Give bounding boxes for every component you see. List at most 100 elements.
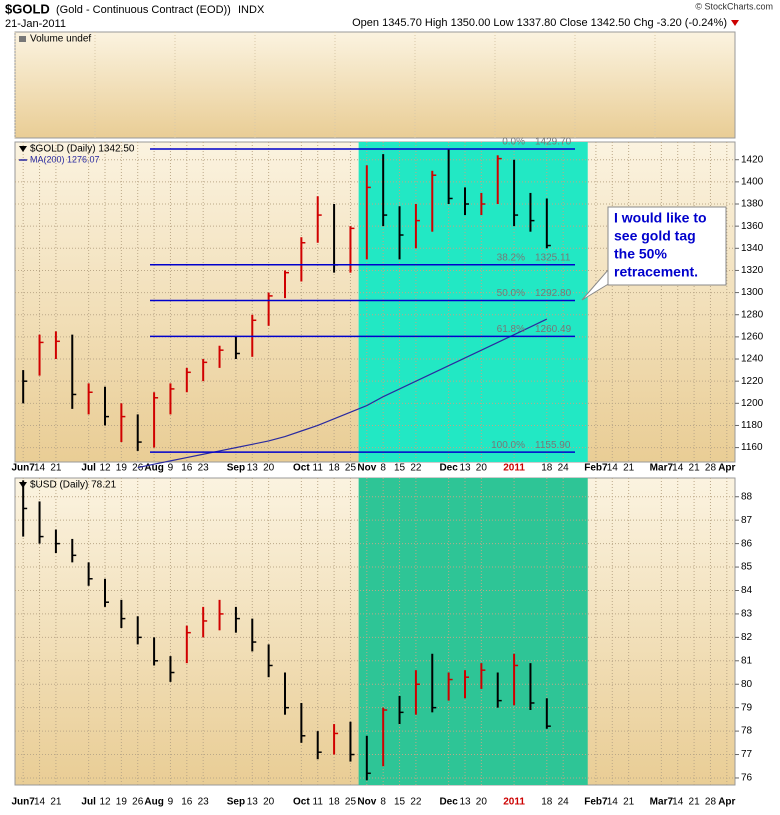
legend-icon: [19, 36, 26, 42]
x-tick-label: 21: [50, 797, 62, 808]
volume-label: Volume undef: [30, 34, 91, 45]
x-tick-label: 19: [116, 463, 128, 474]
y-tick-label: 85: [741, 562, 753, 573]
y-tick-label: 1160: [741, 442, 763, 453]
fib-value: 1155.90: [535, 440, 571, 451]
x-tick-label: Aug: [144, 797, 163, 808]
x-tick-label: 2011: [503, 797, 525, 808]
exchange: INDX: [238, 4, 265, 16]
x-tick-label: 13: [459, 797, 471, 808]
fib-value: 1292.80: [535, 288, 572, 299]
highlight-region: [358, 478, 588, 785]
x-tick-label: 8: [380, 797, 386, 808]
x-tick-label: 8: [380, 463, 386, 474]
x-tick-label: 23: [198, 797, 210, 808]
x-tick-label: 13: [459, 463, 471, 474]
x-tick-label: Jun7: [12, 463, 36, 474]
y-tick-label: 1240: [741, 354, 764, 365]
x-tick-label: 25: [345, 463, 357, 474]
moving-average-line: [137, 318, 548, 469]
x-tick-label: Nov: [357, 463, 376, 474]
y-tick-label: 78: [741, 726, 753, 737]
legend-entry: MA(200) 1276.07: [30, 154, 100, 164]
x-tick-label: 20: [476, 463, 488, 474]
down-arrow: [731, 20, 739, 26]
x-tick-label: Oct: [293, 463, 310, 474]
fib-percent: 38.2%: [497, 252, 525, 263]
x-tick-label: Jul: [81, 797, 96, 808]
x-tick-label: 14: [607, 797, 619, 808]
legend-entry: $USD (Daily) 78.21: [30, 480, 117, 491]
y-tick-label: 1300: [741, 287, 764, 298]
fib-percent: 50.0%: [497, 288, 525, 299]
y-tick-label: 1400: [741, 177, 764, 188]
panel-background: [14, 31, 736, 139]
y-tick-label: 81: [741, 655, 753, 666]
x-tick-label: 20: [263, 797, 275, 808]
x-tick-label: 21: [689, 797, 701, 808]
x-tick-label: 28: [705, 797, 717, 808]
y-tick-label: 1340: [741, 243, 764, 254]
x-tick-label: 26: [132, 797, 144, 808]
x-tick-label: Dec: [439, 463, 458, 474]
x-tick-label: 23: [198, 463, 210, 474]
x-tick-label: 19: [116, 797, 128, 808]
x-tick-label: 22: [410, 797, 422, 808]
y-tick-label: 1200: [741, 398, 764, 409]
x-tick-label: Apr: [718, 463, 735, 474]
y-tick-label: 88: [741, 491, 753, 502]
x-tick-label: 9: [168, 797, 174, 808]
x-tick-label: 21: [623, 463, 635, 474]
x-tick-label: 28: [705, 463, 717, 474]
y-tick-label: 87: [741, 515, 753, 526]
x-tick-label: 18: [329, 797, 341, 808]
x-tick-label: Aug: [144, 463, 163, 474]
x-tick-label: Feb7: [584, 463, 608, 474]
x-tick-label: 14: [672, 797, 684, 808]
quote: Open 1345.70 High 1350.00 Low 1337.80 Cl…: [352, 17, 727, 29]
y-tick-label: 1220: [741, 376, 764, 387]
x-tick-label: 12: [99, 797, 111, 808]
fib-percent: 0.0%: [502, 137, 525, 148]
fib-percent: 61.8%: [497, 324, 525, 335]
x-tick-label: Jul: [81, 463, 96, 474]
y-tick-label: 1380: [741, 199, 764, 210]
x-tick-label: Sep: [227, 797, 245, 808]
legend-swatch: [19, 482, 27, 488]
annotation-text: the 50%: [614, 246, 667, 262]
y-tick-label: 1280: [741, 309, 764, 320]
x-tick-label: 16: [181, 797, 193, 808]
x-tick-label: 20: [263, 463, 275, 474]
legend-swatch: [19, 146, 27, 152]
x-tick-label: Sep: [227, 463, 245, 474]
x-tick-label: 14: [672, 463, 684, 474]
x-tick-label: 9: [168, 463, 174, 474]
x-tick-label: 12: [99, 463, 111, 474]
y-tick-label: 84: [741, 585, 753, 596]
y-tick-label: 82: [741, 632, 753, 643]
x-tick-label: 13: [247, 797, 259, 808]
symbol: $GOLD: [5, 1, 50, 16]
legend-entry: $GOLD (Daily) 1342.50: [30, 144, 135, 155]
x-tick-label: 11: [313, 463, 324, 474]
y-tick-label: 1260: [741, 332, 764, 343]
x-tick-label: 14: [34, 797, 46, 808]
x-tick-label: Feb7: [584, 797, 608, 808]
date: 21-Jan-2011: [5, 18, 66, 30]
x-tick-label: 25: [345, 797, 357, 808]
x-tick-label: 21: [689, 463, 701, 474]
x-tick-label: 11: [313, 797, 324, 808]
x-tick-label: 18: [541, 797, 553, 808]
annotation-box: [607, 206, 727, 286]
x-tick-label: 2011: [503, 463, 525, 474]
x-tick-label: 24: [558, 797, 570, 808]
x-tick-label: 18: [541, 463, 553, 474]
x-tick-label: 24: [558, 463, 570, 474]
fib-value: 1260.49: [535, 324, 572, 335]
x-tick-label: Oct: [293, 797, 310, 808]
x-tick-label: 20: [476, 797, 488, 808]
x-tick-label: 13: [247, 463, 259, 474]
x-tick-label: Mar7: [650, 797, 674, 808]
